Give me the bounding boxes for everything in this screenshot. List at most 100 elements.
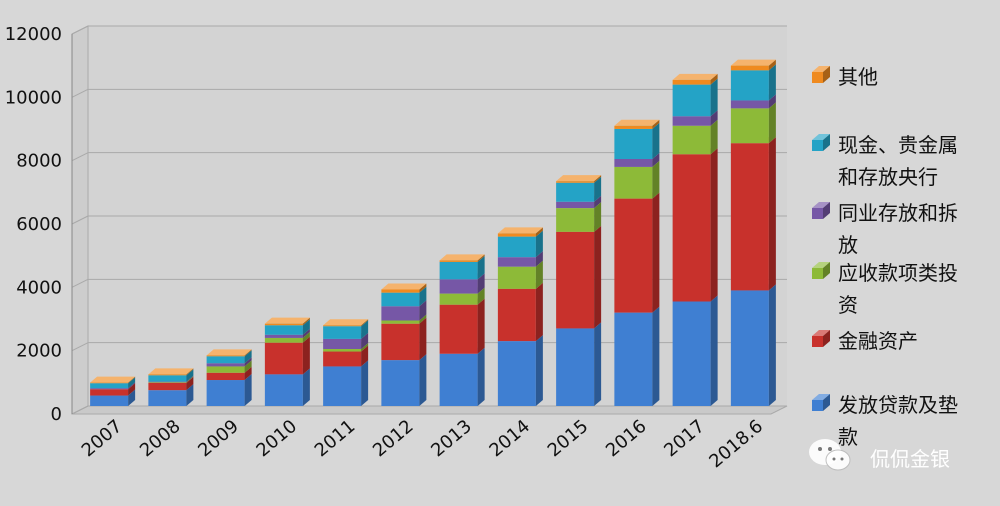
- bar-front: [323, 338, 362, 349]
- bar-front: [672, 301, 711, 406]
- legend-swatch: [812, 208, 823, 219]
- bar-side: [535, 227, 543, 237]
- legend-label: 款: [838, 425, 858, 449]
- bar-front: [672, 154, 711, 302]
- legend-swatch-top: [812, 66, 830, 72]
- bar-segment: [381, 354, 427, 406]
- bar-side: [535, 335, 543, 406]
- bar-front: [148, 375, 187, 382]
- bar-front: [264, 374, 303, 406]
- bar-segment: [556, 322, 602, 406]
- bar-segment: [323, 360, 369, 406]
- bar-side: [244, 374, 252, 406]
- bar-front: [497, 288, 536, 342]
- y-tick-label: 2000: [16, 341, 62, 362]
- bar-top: [556, 175, 602, 182]
- legend-label: 金融资产: [838, 329, 918, 353]
- bar-front: [381, 306, 420, 321]
- legend-swatch-top: [812, 262, 830, 268]
- bar-side: [535, 230, 543, 258]
- legend-label: 和存放央行: [838, 165, 938, 189]
- legend-label: 发放贷款及垫: [838, 393, 958, 417]
- bar-front: [730, 108, 769, 144]
- bar-side: [244, 349, 252, 357]
- bar-segment: [672, 73, 718, 85]
- bar-front: [323, 351, 362, 367]
- bar-side: [477, 255, 485, 280]
- y-tick-label: 6000: [16, 214, 62, 235]
- bar-side: [361, 343, 369, 352]
- bar-side: [302, 331, 310, 343]
- bar-front: [439, 261, 478, 280]
- bar-front: [206, 355, 245, 357]
- bar-front: [381, 320, 420, 324]
- bar-side: [244, 357, 252, 367]
- bar-front: [206, 366, 245, 373]
- bar-front: [381, 323, 420, 361]
- bar-front: [381, 360, 420, 406]
- legend-swatch-side: [823, 66, 830, 83]
- bar-side: [361, 360, 369, 406]
- bar-segment: [148, 368, 194, 376]
- bar-front: [672, 125, 711, 155]
- legend-swatch: [812, 336, 823, 347]
- bar-side: [186, 376, 194, 391]
- bar-front: [614, 159, 653, 167]
- bar-side: [128, 382, 136, 390]
- bar-top: [672, 73, 718, 80]
- y-tick-label: 8000: [16, 151, 62, 172]
- bar-front: [497, 266, 536, 289]
- bar-side: [710, 110, 718, 126]
- bar-front: [672, 116, 711, 126]
- bar-side: [535, 260, 543, 289]
- bar-side: [710, 78, 718, 117]
- x-tick-label: 2016: [602, 416, 651, 462]
- bar-front: [90, 388, 129, 390]
- legend-label: 同业存放和拆: [838, 201, 958, 225]
- bar-top: [90, 376, 136, 383]
- bar-top: [439, 254, 485, 261]
- bar-top: [148, 368, 194, 375]
- bar-side: [594, 195, 602, 209]
- legend-label: 应收款项类投: [838, 261, 958, 285]
- watermark-text: 侃侃金银: [870, 447, 950, 471]
- bar-segment: [614, 192, 660, 313]
- y-tick-label: 10000: [5, 87, 62, 108]
- bar-segment: [730, 102, 776, 144]
- bar-segment: [672, 295, 718, 406]
- bar-front: [672, 84, 711, 117]
- x-tick-label: 2018.6: [705, 416, 767, 473]
- bar-segment: [90, 376, 136, 384]
- bar-side: [186, 368, 194, 376]
- bar-front: [439, 279, 478, 294]
- bar-side: [477, 298, 485, 354]
- bar-side: [594, 202, 602, 232]
- legend-swatch: [812, 268, 823, 279]
- gridline-side: [71, 88, 89, 98]
- x-tick-label: 2008: [136, 416, 185, 462]
- bar-side: [477, 347, 485, 406]
- bar-front: [497, 233, 536, 237]
- bar-front: [556, 231, 595, 329]
- bar-front: [497, 257, 536, 267]
- x-tick-label: 2014: [485, 416, 534, 462]
- bar-side: [419, 300, 427, 321]
- bar-front: [90, 395, 129, 406]
- x-tick-label: 2007: [78, 416, 127, 462]
- bar-front: [614, 198, 653, 313]
- bar-side: [302, 368, 310, 406]
- bar-top: [614, 119, 660, 126]
- bar-side: [128, 376, 136, 384]
- bar-front: [614, 125, 653, 129]
- gridline-side: [71, 25, 89, 35]
- bar-side: [535, 251, 543, 267]
- bar-segment: [264, 317, 310, 326]
- bar-side: [652, 119, 660, 129]
- bar-front: [381, 292, 420, 307]
- bar-front: [148, 374, 187, 376]
- bar-segment: [323, 319, 369, 327]
- bar-side: [594, 225, 602, 329]
